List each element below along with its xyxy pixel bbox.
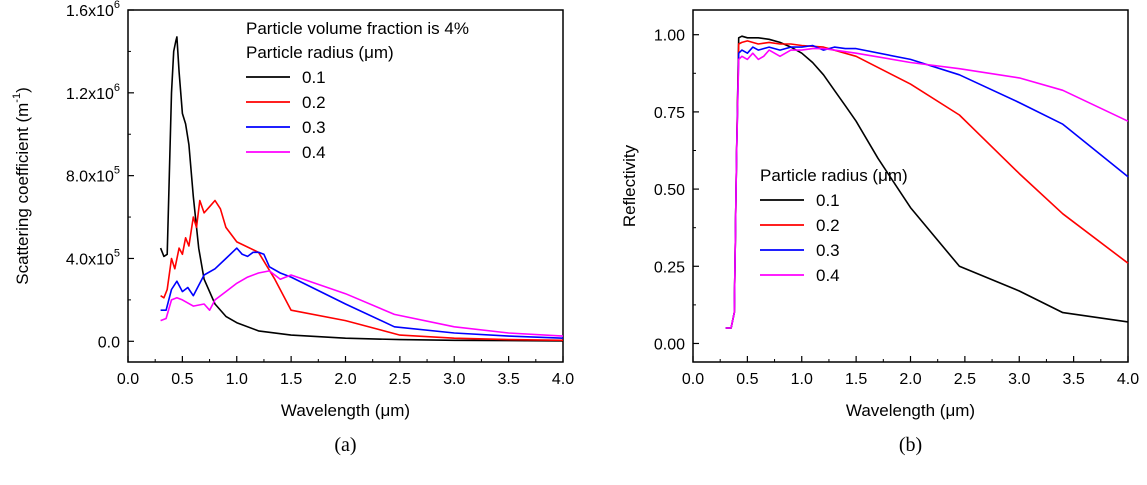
x-tick-label: 2.0 bbox=[899, 371, 921, 388]
x-tick-label: 3.0 bbox=[443, 371, 465, 388]
series-line-0-4 bbox=[160, 270, 564, 337]
series-line-0-4 bbox=[725, 47, 1129, 329]
x-tick-label: 3.0 bbox=[1008, 371, 1030, 388]
chart-panel-a: 0.0 0.5 1.0 1.5 2.0 2.5 3.0 3.5 4.0 0.0 4.0x105 8.0… bbox=[11, 0, 574, 456]
x-tick-label: 0.5 bbox=[736, 371, 758, 388]
legend-label-0-2: 0.2 bbox=[816, 216, 840, 235]
legend-label-0-3: 0.3 bbox=[302, 118, 326, 137]
y-tick-label: 0.75 bbox=[654, 105, 685, 122]
x-axis-label: Wavelength (μm) bbox=[281, 401, 410, 420]
series-line-0-1 bbox=[159, 36, 564, 342]
y-tick-label: 0.0 bbox=[98, 334, 120, 351]
y-axis-label: Reflectivity bbox=[620, 144, 639, 227]
legend-title: Particle radius (μm) bbox=[246, 43, 394, 62]
y-tick-label: 0.50 bbox=[654, 182, 685, 199]
x-tick-label: 1.5 bbox=[845, 371, 867, 388]
x-tick-label: 4.0 bbox=[1117, 371, 1139, 388]
y-tick-label: 1.2x106 bbox=[66, 82, 120, 103]
x-tick-label: 0.0 bbox=[117, 371, 139, 388]
series-line-0-3 bbox=[725, 44, 1129, 329]
legend-label-0-1: 0.1 bbox=[816, 191, 840, 210]
x-tick-label: 2.5 bbox=[389, 371, 411, 388]
x-tick-label: 3.5 bbox=[1063, 371, 1085, 388]
legend-label-0-2: 0.2 bbox=[302, 93, 326, 112]
y-axis-label: Scattering coefficient (m-1) bbox=[11, 87, 32, 285]
y-tick-label: 0.25 bbox=[654, 259, 685, 276]
x-tick-label: 2.5 bbox=[954, 371, 976, 388]
legend-title: Particle radius (μm) bbox=[760, 166, 908, 185]
y-tick-label: 4.0x105 bbox=[66, 247, 120, 268]
x-axis-label: Wavelength (μm) bbox=[846, 401, 975, 420]
x-tick-label: 4.0 bbox=[552, 371, 574, 388]
x-tick-label: 0.0 bbox=[682, 371, 704, 388]
legend-label-0-4: 0.4 bbox=[302, 143, 326, 162]
legend: Particle volume fraction is 4% Particle r… bbox=[246, 19, 469, 162]
y-tick-label: 0.00 bbox=[654, 336, 685, 353]
x-tick-label: 1.0 bbox=[791, 371, 813, 388]
y-tick-label: 8.0x105 bbox=[66, 165, 120, 186]
panel-caption: (a) bbox=[334, 434, 356, 456]
x-tick-label: 1.0 bbox=[226, 371, 248, 388]
legend: Particle radius (μm) 0.1 0.2 0.3 0.4 bbox=[760, 166, 908, 285]
panel-caption: (b) bbox=[899, 434, 922, 456]
legend-label-0-3: 0.3 bbox=[816, 241, 840, 260]
legend-note: Particle volume fraction is 4% bbox=[246, 19, 469, 38]
x-tick-label: 3.5 bbox=[498, 371, 520, 388]
plot-frame bbox=[127, 9, 564, 363]
legend-label-0-4: 0.4 bbox=[816, 266, 840, 285]
series-line-0-3 bbox=[160, 247, 564, 339]
y-tick-label: 1.00 bbox=[654, 28, 685, 45]
x-tick-label: 2.0 bbox=[334, 371, 356, 388]
chart-panel-b: 0.0 0.5 1.0 1.5 2.0 2.5 3.0 3.5 4.0 0.00 0.25 0.50 0… bbox=[620, 9, 1139, 456]
y-tick-label: 1.6x106 bbox=[66, 0, 120, 20]
x-tick-label: 0.5 bbox=[171, 371, 193, 388]
x-tick-label: 1.5 bbox=[280, 371, 302, 388]
series-line-0-2 bbox=[160, 199, 564, 342]
legend-label-0-1: 0.1 bbox=[302, 68, 326, 87]
